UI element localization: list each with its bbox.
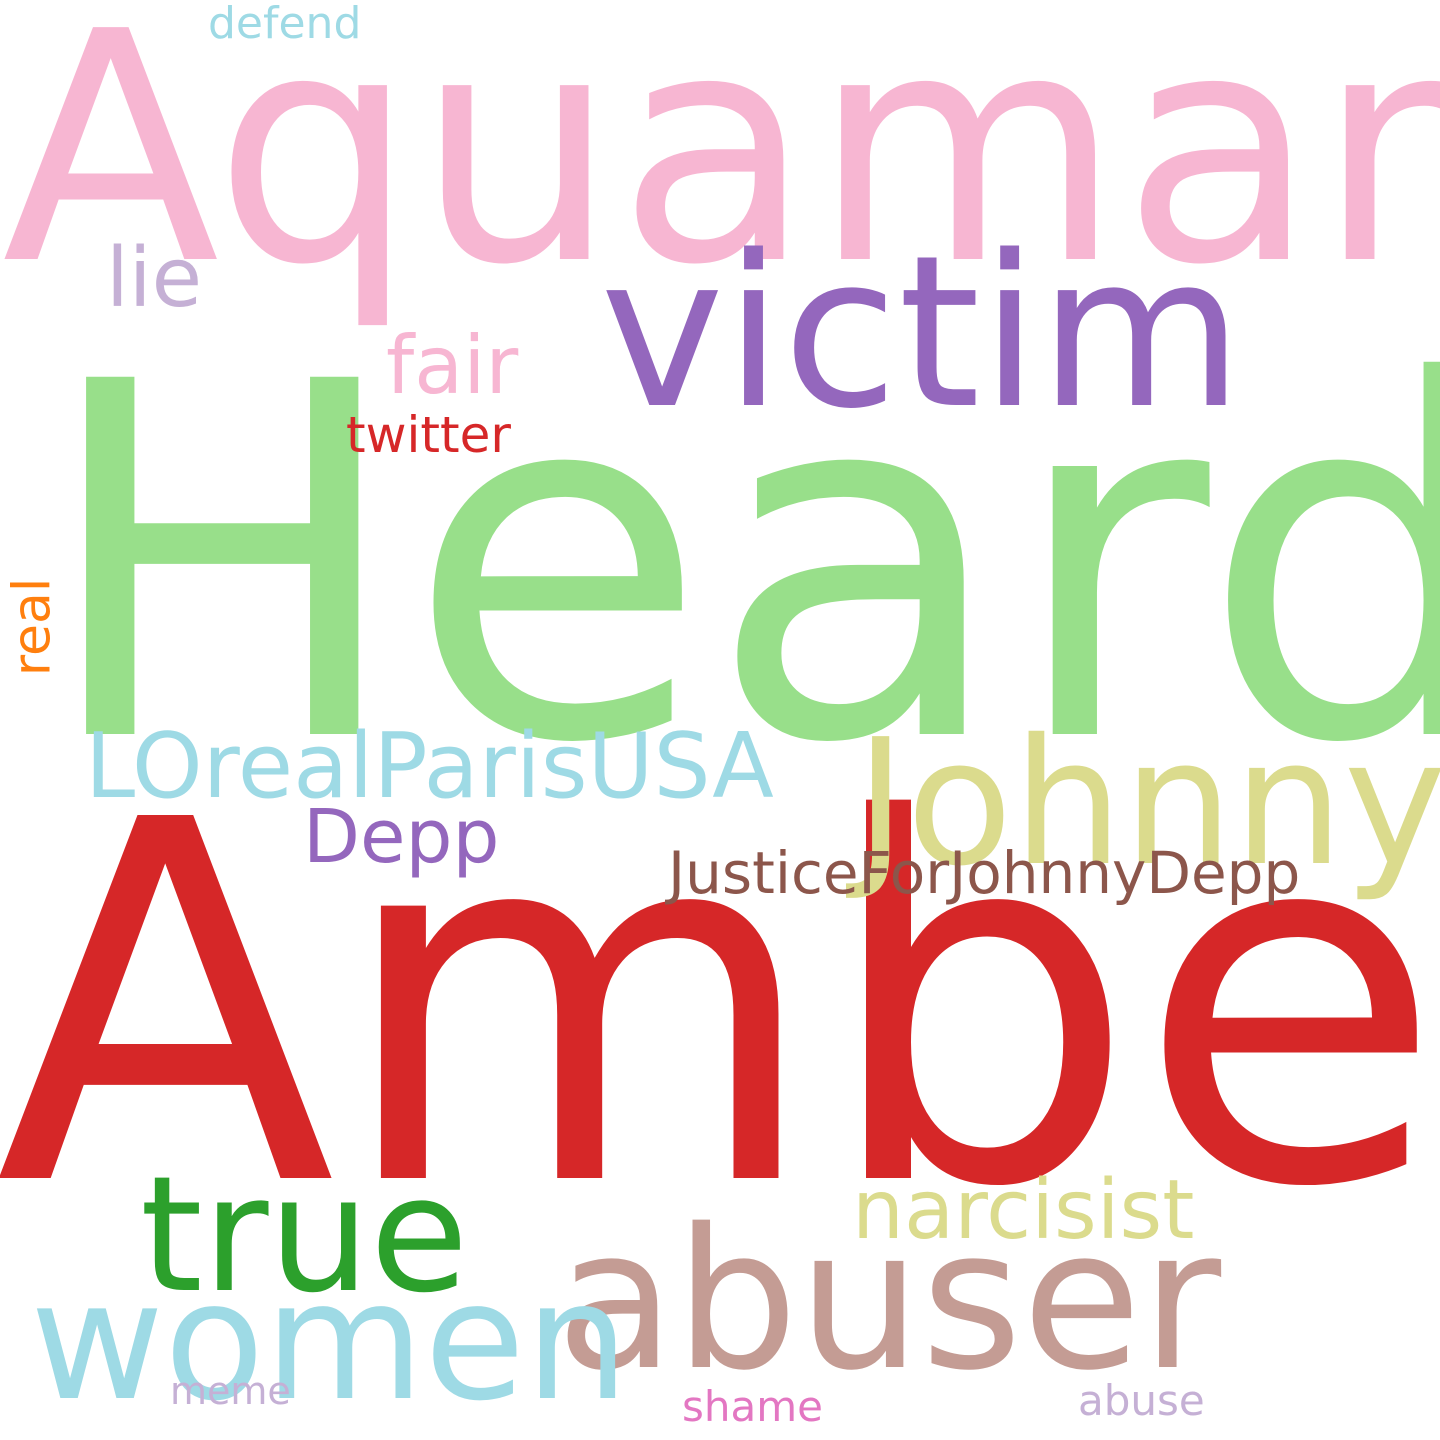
word-abuser: abuser	[556, 1187, 1222, 1413]
word-shame: shame	[682, 1382, 823, 1431]
word-lie: lie	[106, 231, 203, 326]
word-twitter: twitter	[346, 406, 511, 464]
word-johnny: Johnny	[855, 702, 1440, 905]
word-amber: Amber	[0, 717, 1440, 1296]
word-heard: Heard	[38, 279, 1440, 850]
word-real: real	[2, 577, 63, 677]
word-women: women	[30, 1246, 630, 1437]
word-justiceforjohnnydepp: JusticeForJohnnyDepp	[668, 839, 1301, 907]
word-defend: defend	[208, 0, 362, 49]
word-fair: fair	[386, 319, 519, 412]
word-aquaman: Aquaman	[2, 0, 1440, 334]
word-meme: meme	[170, 1369, 291, 1413]
word-narcisist: narcisist	[852, 1163, 1195, 1258]
word-true: true	[140, 1141, 469, 1328]
word-victim: victim	[600, 210, 1244, 455]
word-abuse: abuse	[1078, 1376, 1205, 1425]
word-depp: Depp	[303, 794, 500, 880]
word-lorealparisusa: LOrealParisUSA	[85, 714, 774, 819]
